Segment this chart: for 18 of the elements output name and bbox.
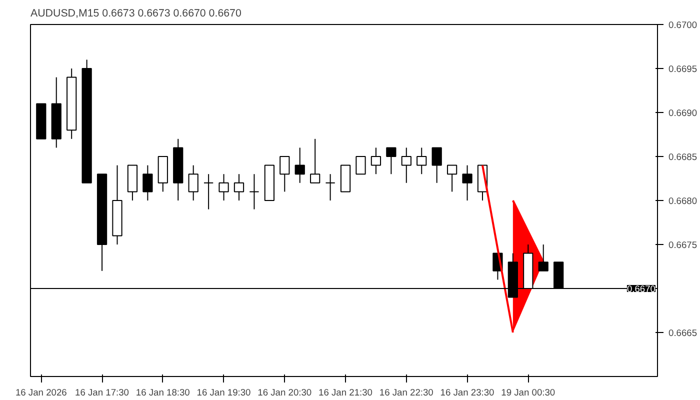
y-tick-label: 0.6675 [668, 240, 698, 250]
y-tick-label: 0.6665 [668, 328, 698, 338]
x-tick-label: 16 Jan 21:30 [318, 388, 373, 398]
x-tick-label: 19 Jan 00:30 [501, 388, 556, 398]
y-tick-label: 0.6695 [668, 64, 698, 74]
x-tick-label: 16 Jan 23:30 [440, 388, 494, 398]
chart-title: AUDUSD,M15 0.6673 0.6673 0.6670 0.6670 [30, 8, 242, 20]
ref-line-label: 0.6670 [626, 284, 656, 294]
y-tick-label: 0.6690 [668, 108, 698, 118]
y-tick-label: 0.6685 [668, 152, 698, 162]
x-tick-label: 16 Jan 17:30 [75, 388, 130, 398]
x-tick-label: 16 Jan 2026 [15, 388, 67, 398]
x-tick-label: 16 Jan 22:30 [379, 388, 434, 398]
x-tick-label: 16 Jan 20:30 [258, 388, 312, 398]
x-tick-label: 16 Jan 19:30 [196, 388, 251, 398]
y-tick-label: 0.6700 [668, 20, 698, 30]
x-tick-label: 16 Jan 18:30 [136, 388, 190, 398]
y-tick-label: 0.6680 [668, 196, 698, 206]
